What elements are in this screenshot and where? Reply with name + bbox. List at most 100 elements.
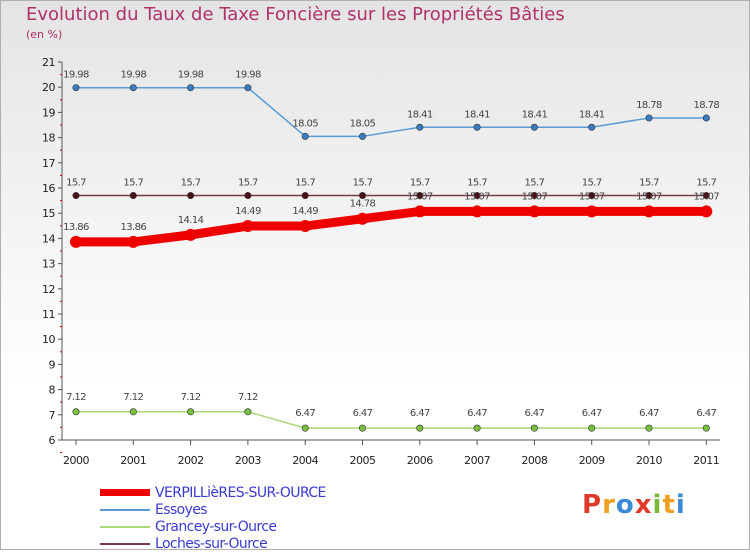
x-tick-label: 2004 [292,454,318,467]
data-point [129,408,137,416]
x-tick-label: 2006 [407,454,433,467]
data-label: 15.7 [66,178,86,189]
y-tick-label: 17 [42,157,55,170]
y-tick-label: 9 [49,358,56,371]
data-label: 6.47 [295,408,315,419]
data-label: 6.47 [696,408,716,419]
data-point [72,408,80,416]
y-tick-label: 12 [42,283,55,296]
data-point [244,192,252,200]
data-label: 15.07 [522,191,548,202]
data-point [530,123,538,131]
chart-title: Evolution du Taux de Taxe Foncière sur l… [26,4,565,25]
data-point [588,192,596,200]
data-label: 7.12 [66,392,86,403]
data-point [127,235,140,248]
data-point [588,424,596,432]
legend-label: Essoyes [155,502,208,518]
data-point [299,220,312,233]
data-point [413,205,426,218]
data-label: 7.12 [123,392,143,403]
data-label: 15.07 [693,191,719,202]
series-line [76,411,707,429]
data-point [473,424,481,432]
data-point [643,205,655,218]
data-point [473,192,481,200]
data-point [702,424,710,432]
data-point [301,132,309,140]
data-label: 14.78 [350,199,376,210]
data-label: 6.47 [410,408,430,419]
data-label: 15.7 [467,178,487,189]
logo-letter: t [662,490,676,520]
series-line [76,206,707,247]
x-tick-label: 2007 [464,454,490,467]
data-label: 15.7 [181,178,201,189]
data-label: 18.05 [292,118,318,129]
y-tick-label: 16 [42,182,55,195]
data-label: 18.41 [464,109,490,120]
data-label: 14.14 [178,215,204,226]
y-tick-label: 14 [42,232,55,245]
data-label: 18.41 [522,109,548,120]
data-point [356,212,369,225]
data-label: 19.98 [235,70,261,81]
x-tick-label: 2001 [120,454,146,467]
data-point [301,424,309,432]
data-label: 6.47 [467,408,487,419]
data-label: 14.49 [235,206,261,217]
data-label: 6.47 [639,408,659,419]
proxiti-logo: Proxiti [582,490,686,520]
data-point [129,192,137,200]
legend-label: VERPILLièRES-SUR-OURCE [155,485,326,501]
y-tick-label: 13 [42,258,55,271]
legend-label: Loches-sur-Ource [155,536,268,552]
data-label: 15.7 [524,178,544,189]
data-point [585,205,598,218]
logo-letter: r [602,490,616,520]
data-label: 6.47 [524,408,544,419]
data-label: 18.41 [579,109,605,120]
data-label: 15.7 [295,178,315,189]
legend-swatch [100,509,150,511]
data-point [530,192,538,200]
y-tick-label: 10 [42,333,55,346]
data-label: 15.07 [407,191,433,202]
data-point [187,408,195,416]
data-point [244,408,252,416]
data-point [72,84,80,92]
data-label: 13.86 [63,222,89,233]
x-tick-label: 2010 [636,454,662,467]
x-tick-label: 2002 [178,454,204,467]
y-tick-label: 19 [42,106,55,119]
data-label: 6.47 [353,408,373,419]
data-label: 15.07 [579,191,605,202]
y-tick-label: 20 [42,81,55,94]
data-label: 15.7 [410,178,430,189]
x-tick-label: 2011 [693,454,719,467]
data-label: 15.7 [353,178,373,189]
y-tick-label: 21 [42,56,55,69]
data-point [72,192,80,200]
data-label: 19.98 [120,70,146,81]
data-label: 15.7 [123,178,143,189]
data-point [358,192,366,200]
data-point [129,84,137,92]
data-point [588,123,596,131]
data-point [702,114,710,122]
y-tick-label: 6 [49,434,56,447]
logo-letter: x [634,490,653,520]
x-tick-label: 2008 [521,454,547,467]
data-point [244,84,252,92]
data-point [702,192,710,200]
data-point [416,123,424,131]
data-label: 15.07 [464,191,490,202]
data-point [241,220,254,233]
data-label: 6.47 [582,408,602,419]
data-label: 18.78 [636,100,662,111]
data-point [358,424,366,432]
legend-swatch [100,526,150,528]
data-label: 15.07 [636,191,662,202]
data-label: 7.12 [238,392,258,403]
